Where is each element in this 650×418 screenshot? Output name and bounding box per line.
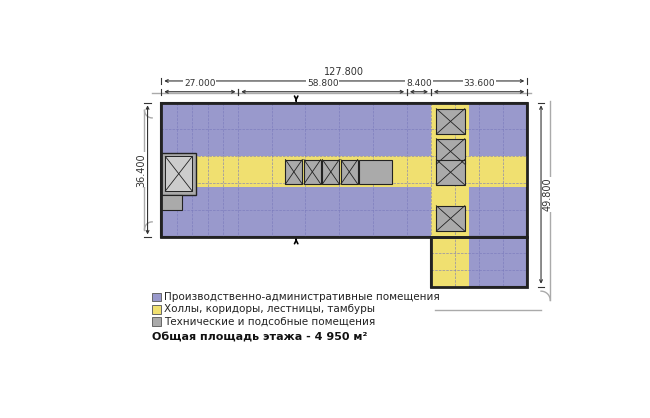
Text: 33.600: 33.600 xyxy=(463,79,495,88)
Text: Производственно-административные помещения: Производственно-административные помещен… xyxy=(164,292,440,302)
Text: 127.800: 127.800 xyxy=(324,67,364,77)
Text: 58.800: 58.800 xyxy=(307,79,339,88)
Bar xyxy=(161,195,182,210)
Bar xyxy=(161,153,196,195)
Bar xyxy=(285,160,302,184)
Bar xyxy=(431,102,469,287)
Text: Общая площадь этажа - 4 950 м²: Общая площадь этажа - 4 950 м² xyxy=(152,333,367,343)
Bar xyxy=(152,293,161,301)
Bar xyxy=(359,160,392,184)
Bar xyxy=(436,160,465,185)
Text: Холлы, коридоры, лестницы, тамбуры: Холлы, коридоры, лестницы, тамбуры xyxy=(164,304,376,314)
Bar xyxy=(165,156,192,191)
Text: 49.800: 49.800 xyxy=(542,178,552,212)
Bar xyxy=(436,206,465,231)
Bar xyxy=(431,237,527,287)
Bar xyxy=(304,160,321,184)
Text: 27.000: 27.000 xyxy=(184,79,216,88)
Bar xyxy=(152,305,161,314)
Bar xyxy=(431,237,527,287)
Bar xyxy=(161,156,527,187)
Bar xyxy=(322,160,339,184)
Bar xyxy=(152,317,161,326)
Bar xyxy=(436,139,465,164)
Bar xyxy=(436,109,465,134)
Text: Технические и подсобные помещения: Технические и подсобные помещения xyxy=(164,316,376,326)
Bar xyxy=(161,102,527,237)
Text: 36.400: 36.400 xyxy=(136,153,146,187)
Bar xyxy=(341,160,358,184)
Bar xyxy=(161,102,527,237)
Text: 8.400: 8.400 xyxy=(406,79,432,88)
